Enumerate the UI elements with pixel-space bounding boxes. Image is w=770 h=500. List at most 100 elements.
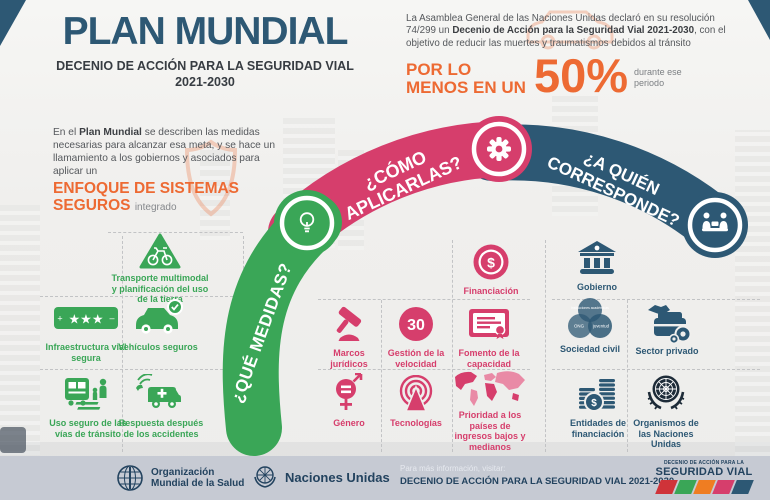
who-civil-society: instituciones académicas ONG juventud So… — [552, 298, 628, 355]
intro-pre: La Asamblea General de las Naciones Unid… — [406, 13, 715, 37]
svg-text:$: $ — [591, 398, 597, 409]
bicycle-triangle-icon — [139, 233, 181, 269]
grid-divider — [552, 369, 760, 370]
background-building — [200, 150, 230, 240]
intro-post: , con el objetivo de reducir las muertes… — [406, 25, 726, 49]
plan-post: se describen las medidas necesarias para… — [53, 127, 275, 178]
who-funding-entities: $ Entidades de financiación — [558, 372, 638, 439]
gavel-icon — [336, 306, 362, 341]
shield-watermark — [184, 139, 238, 217]
how-priority-countries: Prioridad a los países de ingresos bajos… — [450, 370, 530, 452]
decade-logo: DECENIO DE ACCIÓN PARA LA SEGURIDAD VIAL — [648, 460, 760, 494]
measure-infrastructure: ★★★ + – Infraestructura vial segura — [38, 296, 134, 363]
measure-multimodal: Transporte multimodal y planificación de… — [108, 233, 212, 305]
how-legal: Marcos jurídicos — [318, 302, 380, 369]
background-vehicle — [0, 427, 26, 453]
who-un-agencies: Organismos de las Naciones Unidas — [626, 372, 706, 450]
footer-info-link: DECENIO DE ACCIÓN PARA LA SEGURIDAD VIAL… — [400, 476, 675, 487]
grid-divider — [40, 369, 243, 370]
svg-text:★★★: ★★★ — [69, 312, 104, 327]
toolbox-icon — [648, 305, 692, 344]
svg-text:30: 30 — [407, 317, 425, 334]
un-emblem-icon — [647, 375, 685, 410]
pedestrian-crossing-icon — [65, 378, 107, 410]
svg-text:ONG: ONG — [574, 324, 585, 329]
corner-accent-right — [748, 0, 770, 40]
intro-bold: Decenio de Acción para la Seguridad Vial… — [452, 25, 695, 37]
grid-divider — [40, 296, 243, 297]
svg-text:$: $ — [487, 255, 495, 271]
goal-line2: MENOS EN UN — [406, 77, 526, 97]
meeting-badge — [682, 192, 748, 258]
plan-bold: Plan Mundial — [79, 127, 142, 138]
grid-divider — [318, 369, 530, 370]
grid-divider — [627, 300, 628, 452]
who-name: Organización Mundial de la Salud — [151, 466, 245, 490]
background-road — [0, 442, 770, 456]
page-title: PLAN MUNDIAL — [62, 10, 349, 53]
plan-paragraph: En el Plan Mundial se describen las medi… — [53, 126, 277, 178]
car-watermark — [526, 10, 614, 50]
footer-bar: Organización Mundial de la Salud Nacione… — [0, 456, 770, 500]
goal-percentage: 50% — [533, 49, 629, 102]
grid-divider — [552, 299, 760, 300]
how-speed: 30 Gestión de la velocidad — [384, 302, 448, 369]
page-subtitle: DECENIO DE ACCIÓN PARA LA SEGURIDAD VIAL… — [56, 59, 354, 90]
grid-divider — [545, 240, 546, 452]
corner-accent-left — [0, 0, 26, 46]
how-capacity: Fomento de la capacidad — [452, 302, 526, 369]
coin-stacks-icon: $ — [579, 379, 615, 412]
un-logo-block: Naciones Unidas — [252, 464, 390, 490]
grid-divider — [452, 240, 453, 452]
certificate-icon — [469, 309, 509, 339]
background-building — [0, 205, 40, 455]
grid-divider — [122, 236, 123, 452]
meeting-icon — [702, 212, 728, 232]
who-logo-block: Organización Mundial de la Salud — [116, 464, 244, 492]
highlight-text: ENFOQUE DE SISTEMAS SEGUROS — [53, 180, 240, 215]
measure-post-crash: Respuesta después de los accidentes — [118, 372, 204, 439]
highlight-suffix: integrado — [134, 202, 177, 214]
un-footer-emblem-icon — [254, 466, 276, 488]
world-map-icon — [455, 371, 525, 406]
svg-text:+: + — [57, 314, 62, 324]
grid-divider — [381, 300, 382, 452]
svg-text:juventud: juventud — [592, 324, 610, 329]
goal-statement: POR LO MENOS EN UN 50% durante ese perio… — [406, 49, 692, 102]
goal-note: durante ese periodo — [634, 67, 682, 88]
measure-vehicles: Vehículos seguros — [118, 296, 198, 353]
gear-badge — [466, 116, 532, 182]
antenna-icon — [399, 375, 433, 412]
plan-pre: En el — [53, 127, 80, 138]
grid-divider — [318, 299, 530, 300]
star-rating-icon: ★★★ + – — [54, 307, 118, 329]
how-technologies: Tecnologías — [382, 372, 450, 429]
dollar-circle-icon: $ — [473, 244, 509, 280]
civil-society-venn-icon: instituciones académicas ONG juventud — [568, 298, 612, 338]
how-gender: Género — [320, 372, 378, 429]
speed-limit-icon: 30 — [399, 307, 433, 341]
grid-divider — [108, 232, 243, 233]
intro-paragraph: La Asamblea General de las Naciones Unid… — [406, 13, 744, 50]
decade-logo-chevrons — [648, 480, 760, 494]
lightbulb-badge — [274, 190, 340, 256]
background-building — [735, 130, 770, 456]
who-private-sector: Sector privado — [630, 300, 704, 357]
un-name: Naciones Unidas — [285, 469, 390, 485]
lightbulb-icon — [299, 212, 315, 233]
ambulance-icon — [136, 374, 181, 408]
goal-line1: POR LO — [406, 60, 472, 79]
svg-text:–: – — [109, 313, 114, 323]
footer-info-label: Para más información, visitar: — [400, 464, 506, 473]
car-check-icon — [136, 299, 183, 334]
decade-logo-top: DECENIO DE ACCIÓN PARA LA — [663, 460, 745, 466]
who-government: Gobierno — [560, 236, 634, 293]
gear-icon — [487, 137, 511, 161]
safe-systems-highlight: ENFOQUE DE SISTEMAS SEGUROS integrado — [53, 180, 293, 215]
goal-lines: POR LO MENOS EN UN — [406, 55, 526, 97]
how-financing: $ Financiación — [455, 240, 527, 297]
gender-icon — [336, 373, 363, 410]
footer-info: Para más información, visitar: DECENIO D… — [400, 464, 674, 487]
who-emblem-icon — [117, 465, 143, 491]
